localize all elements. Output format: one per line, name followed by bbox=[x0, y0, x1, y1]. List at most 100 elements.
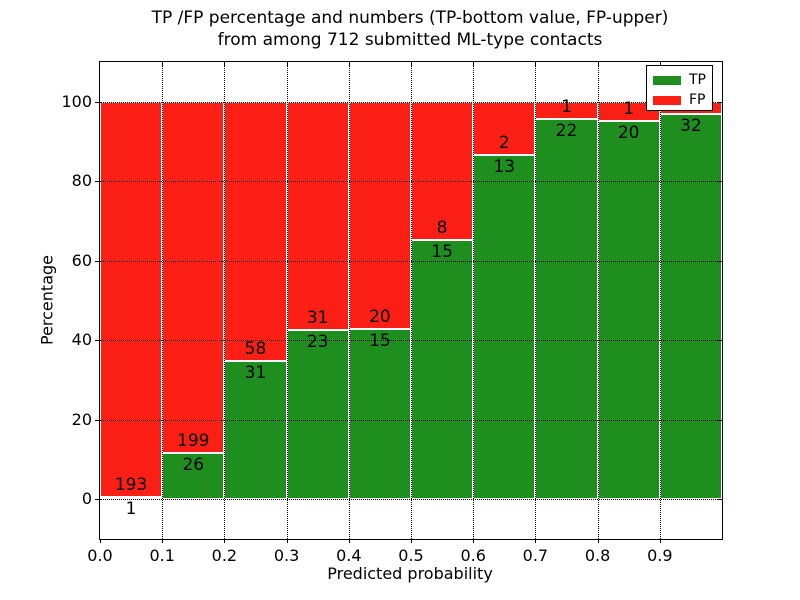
fp-swatch-icon bbox=[653, 95, 681, 105]
fp-count-label: 1 bbox=[623, 98, 635, 119]
x-tick-mark bbox=[224, 62, 226, 66]
y-axis-label: Percentage bbox=[37, 254, 57, 346]
x-tick-mark bbox=[100, 539, 101, 543]
x-tick-mark bbox=[286, 539, 288, 543]
tp-count-label: 22 bbox=[555, 121, 578, 142]
y-tick-label: 20 bbox=[71, 409, 92, 429]
tp-bar-segment bbox=[473, 154, 536, 500]
tp-count-label: 13 bbox=[493, 156, 516, 177]
x-gridline bbox=[659, 62, 661, 539]
x-tick-mark bbox=[162, 62, 164, 66]
tp-bar-segment bbox=[535, 119, 598, 500]
tp-bar-segment bbox=[100, 497, 163, 500]
x-tick-label: 0.7 bbox=[522, 546, 549, 565]
x-tick-mark bbox=[597, 539, 599, 543]
x-gridline bbox=[597, 62, 599, 539]
fp-count-label: 193 bbox=[114, 475, 148, 496]
y-tick-mark bbox=[718, 260, 722, 262]
chart-title-line2: from among 712 submitted ML-type contact… bbox=[217, 30, 603, 50]
x-tick-mark bbox=[411, 539, 412, 543]
x-tick-mark bbox=[473, 539, 475, 543]
tp-swatch-icon bbox=[653, 75, 681, 85]
y-tick-label: 100 bbox=[61, 91, 92, 111]
y-tick-mark bbox=[718, 419, 722, 421]
y-tick-mark bbox=[95, 419, 99, 421]
x-gridline bbox=[224, 62, 226, 539]
legend-label-tp: TP bbox=[689, 72, 706, 88]
fp-bar-segment bbox=[224, 101, 287, 361]
y-tick-mark bbox=[95, 181, 99, 183]
x-tick-mark bbox=[535, 539, 537, 543]
y-tick-mark bbox=[718, 499, 722, 501]
legend-row-fp: FP bbox=[653, 91, 712, 109]
x-tick-mark bbox=[473, 62, 475, 66]
x-tick-label: 0.2 bbox=[211, 546, 238, 565]
x-gridline bbox=[348, 62, 350, 539]
fp-count-label: 8 bbox=[436, 218, 448, 238]
fp-count-label: 2 bbox=[498, 132, 510, 153]
tp-bar-segment bbox=[348, 328, 411, 500]
tp-count-label: 31 bbox=[244, 362, 267, 383]
tp-count-label: 15 bbox=[369, 330, 391, 351]
tp-bar-segment bbox=[411, 240, 474, 500]
x-tick-mark bbox=[224, 539, 226, 543]
tp-count-label: 15 bbox=[431, 242, 453, 262]
x-tick-mark bbox=[286, 62, 288, 66]
fp-bar-segment bbox=[162, 101, 225, 454]
x-tick-label: 0.6 bbox=[460, 546, 486, 565]
x-gridline bbox=[162, 62, 164, 539]
x-gridline bbox=[286, 62, 288, 539]
fp-count-label: 31 bbox=[306, 307, 329, 328]
x-tick-mark bbox=[348, 539, 350, 543]
x-tick-label: 0.0 bbox=[87, 546, 113, 565]
x-tick-mark bbox=[535, 62, 537, 66]
fp-bar-segment bbox=[348, 101, 411, 329]
y-tick-label: 60 bbox=[71, 250, 92, 270]
y-tick-label: 80 bbox=[71, 171, 92, 191]
x-tick-mark bbox=[411, 62, 412, 66]
legend: TP FP bbox=[646, 65, 713, 111]
x-tick-label: 0.3 bbox=[273, 546, 300, 565]
tp-bar-segment bbox=[659, 113, 722, 500]
fp-bar-segment bbox=[286, 101, 349, 330]
y-tick-label: 0 bbox=[81, 489, 92, 509]
tp-bar-segment bbox=[597, 120, 660, 500]
x-tick-label: 0.8 bbox=[584, 546, 611, 565]
x-tick-label: 0.5 bbox=[398, 546, 424, 565]
x-tick-mark bbox=[659, 62, 661, 66]
x-tick-label: 0.4 bbox=[336, 546, 362, 565]
x-tick-label: 0.9 bbox=[647, 546, 673, 565]
y-tick-mark bbox=[718, 340, 722, 342]
y-tick-mark bbox=[95, 499, 99, 501]
x-gridline bbox=[535, 62, 537, 539]
y-tick-mark bbox=[95, 340, 99, 342]
fp-count-label: 20 bbox=[369, 306, 391, 327]
x-gridline bbox=[473, 62, 475, 539]
legend-label-fp: FP bbox=[689, 92, 706, 108]
tp-count-label: 20 bbox=[617, 122, 640, 143]
fp-bar-segment bbox=[100, 101, 163, 498]
fp-count-label: 58 bbox=[244, 338, 267, 359]
x-tick-label: 0.1 bbox=[149, 546, 175, 565]
y-tick-mark bbox=[718, 101, 722, 103]
legend-row-tp: TP bbox=[653, 71, 712, 89]
x-tick-mark bbox=[659, 539, 661, 543]
y-tick-label: 40 bbox=[71, 330, 92, 350]
tp-count-label: 1 bbox=[125, 499, 137, 520]
tp-bar-segment bbox=[286, 329, 349, 500]
chart-title-line1: TP /FP percentage and numbers (TP-bottom… bbox=[151, 8, 669, 28]
x-axis-label: Predicted probability bbox=[327, 564, 493, 583]
fp-count-label: 1 bbox=[561, 97, 572, 118]
x-tick-mark bbox=[348, 62, 350, 66]
tp-bar-segment bbox=[162, 453, 225, 500]
y-tick-mark bbox=[95, 101, 99, 103]
fp-count-label: 199 bbox=[177, 431, 210, 452]
tp-count-label: 32 bbox=[680, 115, 702, 136]
x-gridline bbox=[411, 62, 412, 539]
plot-area: 0 20 40 60 80 100 0.0 0.1 0.2 0.3 0.4 0.5 0.6 0.7 0.8 0… bbox=[61, 61, 723, 565]
x-tick-mark bbox=[597, 62, 599, 66]
tp-count-label: 26 bbox=[182, 455, 205, 476]
y-tick-mark bbox=[718, 181, 722, 183]
tp-count-label: 23 bbox=[306, 331, 329, 352]
